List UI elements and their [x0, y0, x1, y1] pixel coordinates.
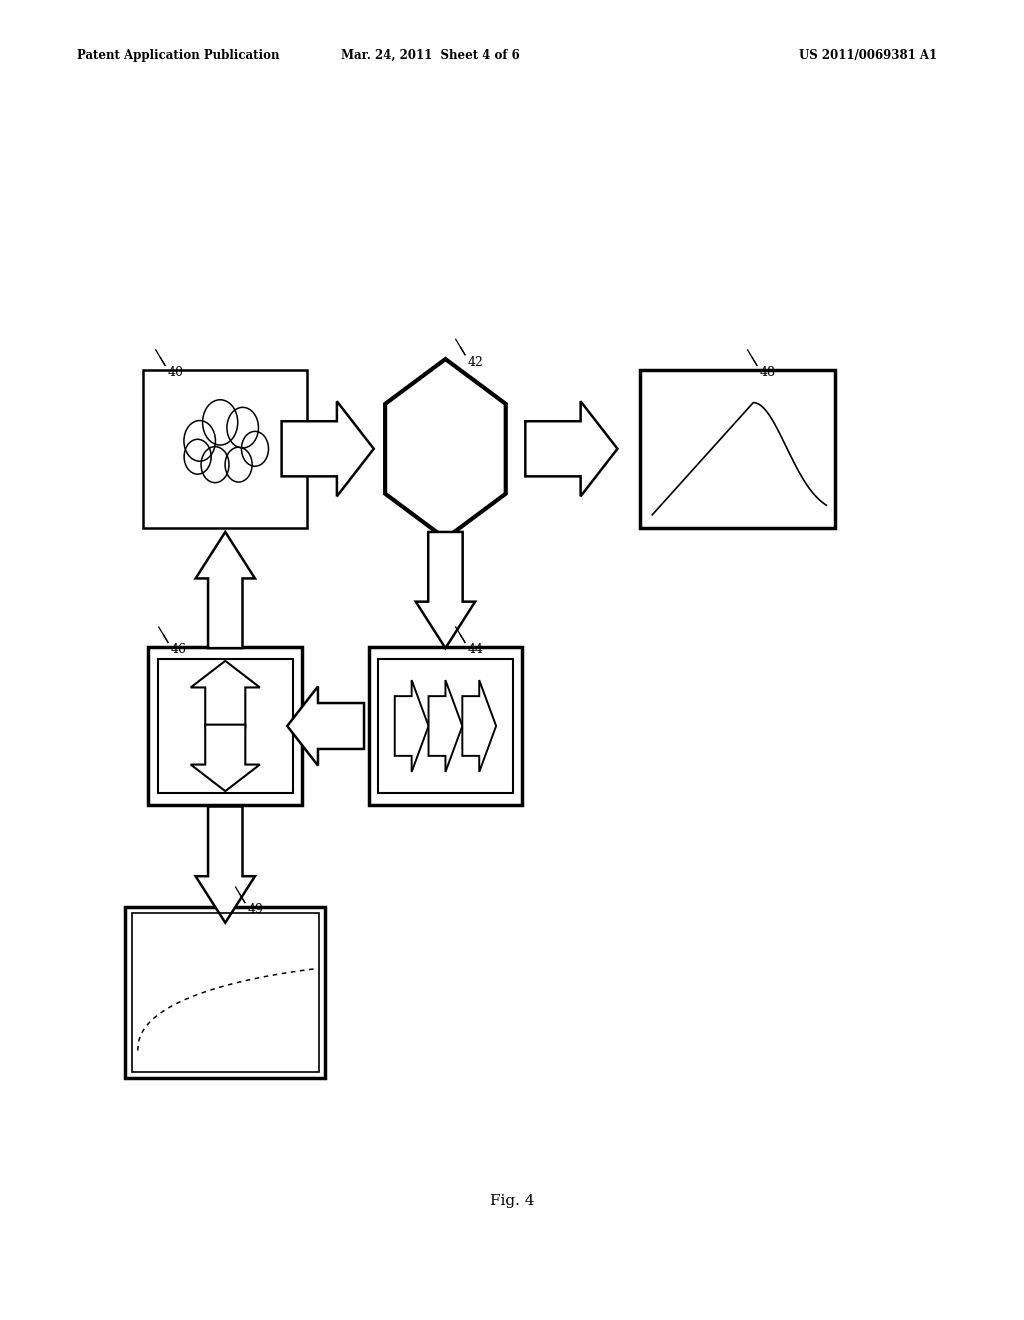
Bar: [131, 913, 319, 1072]
Circle shape: [203, 400, 238, 445]
Circle shape: [242, 432, 268, 466]
Circle shape: [184, 421, 215, 461]
Polygon shape: [416, 532, 475, 648]
Text: 42: 42: [468, 355, 483, 368]
Polygon shape: [196, 807, 255, 923]
Text: 40: 40: [168, 366, 183, 379]
Bar: [640, 370, 835, 528]
Bar: [148, 647, 302, 805]
Circle shape: [184, 440, 211, 474]
Polygon shape: [525, 401, 617, 496]
Text: 49: 49: [248, 903, 263, 916]
Polygon shape: [190, 725, 260, 791]
Text: 48: 48: [760, 366, 775, 379]
Polygon shape: [395, 680, 429, 772]
Polygon shape: [428, 680, 463, 772]
Bar: [125, 907, 326, 1078]
Polygon shape: [462, 680, 496, 772]
Text: Fig. 4: Fig. 4: [489, 1195, 535, 1208]
Bar: [158, 659, 293, 793]
Text: US 2011/0069381 A1: US 2011/0069381 A1: [799, 49, 937, 62]
Polygon shape: [196, 532, 255, 648]
Text: 44: 44: [468, 643, 483, 656]
Bar: [378, 659, 513, 793]
Polygon shape: [190, 661, 260, 727]
Circle shape: [225, 447, 252, 482]
Text: Mar. 24, 2011  Sheet 4 of 6: Mar. 24, 2011 Sheet 4 of 6: [341, 49, 519, 62]
Polygon shape: [282, 401, 374, 496]
Text: 46: 46: [171, 643, 186, 656]
Bar: [143, 370, 307, 528]
Circle shape: [201, 446, 229, 483]
Bar: [369, 647, 522, 805]
Text: Patent Application Publication: Patent Application Publication: [77, 49, 280, 62]
Circle shape: [227, 408, 258, 447]
Polygon shape: [287, 686, 365, 766]
Polygon shape: [385, 359, 506, 539]
